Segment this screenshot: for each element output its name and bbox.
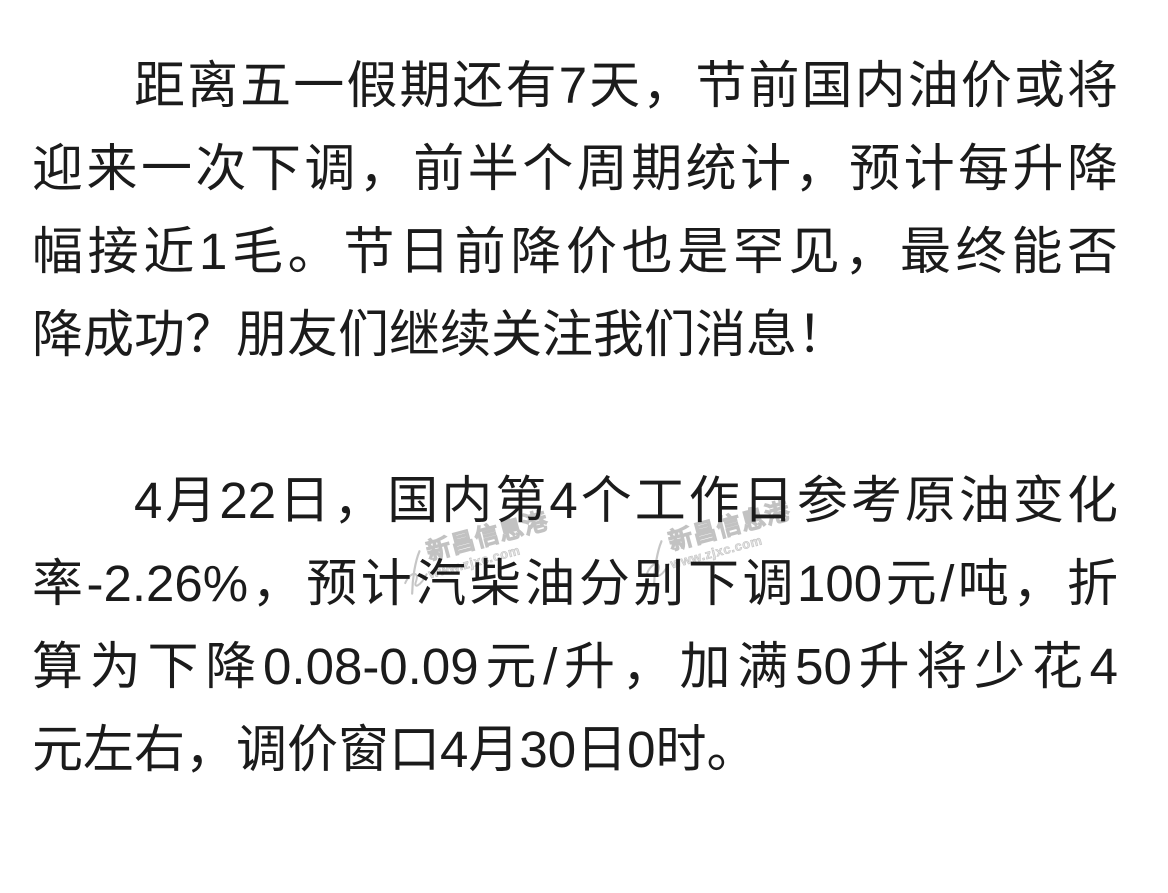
- text-line: 幅接近1毛。节日前降价也是罕见，最终能否: [32, 223, 1118, 280]
- text-line: 降成功？朋友们继续关注我们消息！: [32, 306, 849, 363]
- text-line: 迎来一次下调，前半个周期统计，预计每升降: [32, 140, 1118, 197]
- text-line: 元左右，调价窗口4月30日0时。: [32, 721, 758, 778]
- text-line: 4月22日，国内第4个工作日参考原油变化: [134, 472, 1118, 529]
- article-body: 距离五一假期还有7天，节前国内油价或将 迎来一次下调，前半个周期统计，预计每升降…: [32, 44, 1118, 791]
- text-line: 距离五一假期还有7天，节前国内油价或将: [134, 57, 1118, 114]
- text-line: 算为下降0.08-0.09元/升，加满50升将少花4: [32, 638, 1118, 695]
- paragraph-1: 距离五一假期还有7天，节前国内油价或将 迎来一次下调，前半个周期统计，预计每升降…: [32, 44, 1118, 376]
- paragraph-2: 4月22日，国内第4个工作日参考原油变化 率-2.26%，预计汽柴油分别下调10…: [32, 459, 1118, 791]
- text-line: 率-2.26%，预计汽柴油分别下调100元/吨，折: [32, 555, 1118, 612]
